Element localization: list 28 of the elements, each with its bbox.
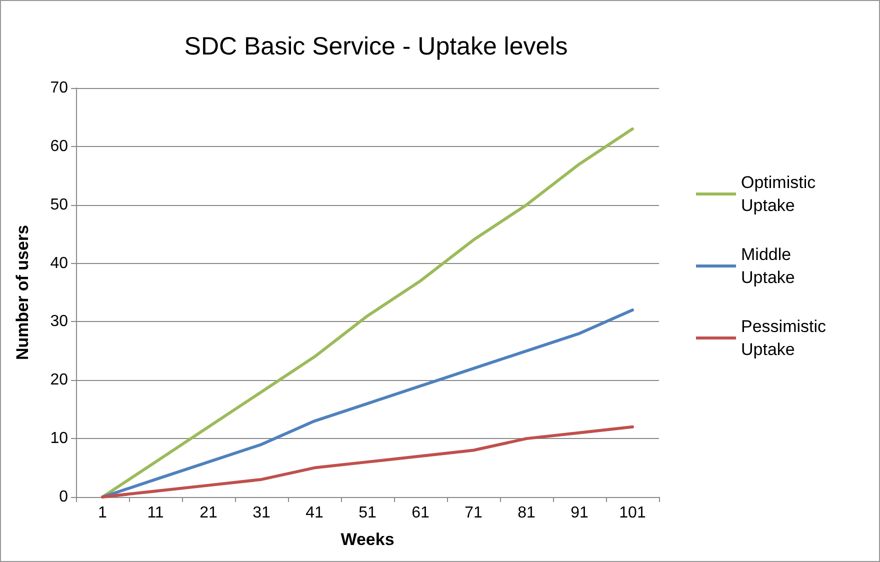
x-tick-label: 11 <box>147 504 164 522</box>
y-tick-label: 10 <box>50 430 68 448</box>
y-tick-label: 0 <box>59 488 68 506</box>
x-tick-label: 81 <box>518 504 536 522</box>
y-tick-label: 50 <box>50 196 68 214</box>
x-tick-label: 41 <box>306 504 324 522</box>
y-tick-label: 40 <box>50 254 68 272</box>
x-axis-title: Weeks <box>340 530 394 549</box>
x-tick-label: 31 <box>252 504 270 522</box>
line-series <box>101 425 634 498</box>
line-series <box>101 308 634 498</box>
x-tick-label: 1 <box>98 504 108 522</box>
x-tick-label: 71 <box>464 504 482 522</box>
legend-label: Middle Uptake <box>741 245 796 287</box>
line-series <box>101 127 634 498</box>
x-tick-label: 21 <box>200 504 218 522</box>
y-tick-label: 70 <box>50 80 68 96</box>
legend-label: Optimistic Uptake <box>741 173 820 215</box>
y-axis-title: Number of users <box>13 224 32 360</box>
chart-title: SDC Basic Service - Uptake levels <box>184 32 568 60</box>
legend-label: Pessimistic Uptake <box>741 317 831 359</box>
x-tick-label: 101 <box>619 504 646 522</box>
x-tick-label: 61 <box>412 504 430 522</box>
y-tick-label: 20 <box>50 372 68 389</box>
x-tick-label: 51 <box>358 504 376 522</box>
y-tick-label: 60 <box>50 138 68 155</box>
y-tick-label: 30 <box>50 313 68 330</box>
x-tick-label: 91 <box>570 504 588 522</box>
